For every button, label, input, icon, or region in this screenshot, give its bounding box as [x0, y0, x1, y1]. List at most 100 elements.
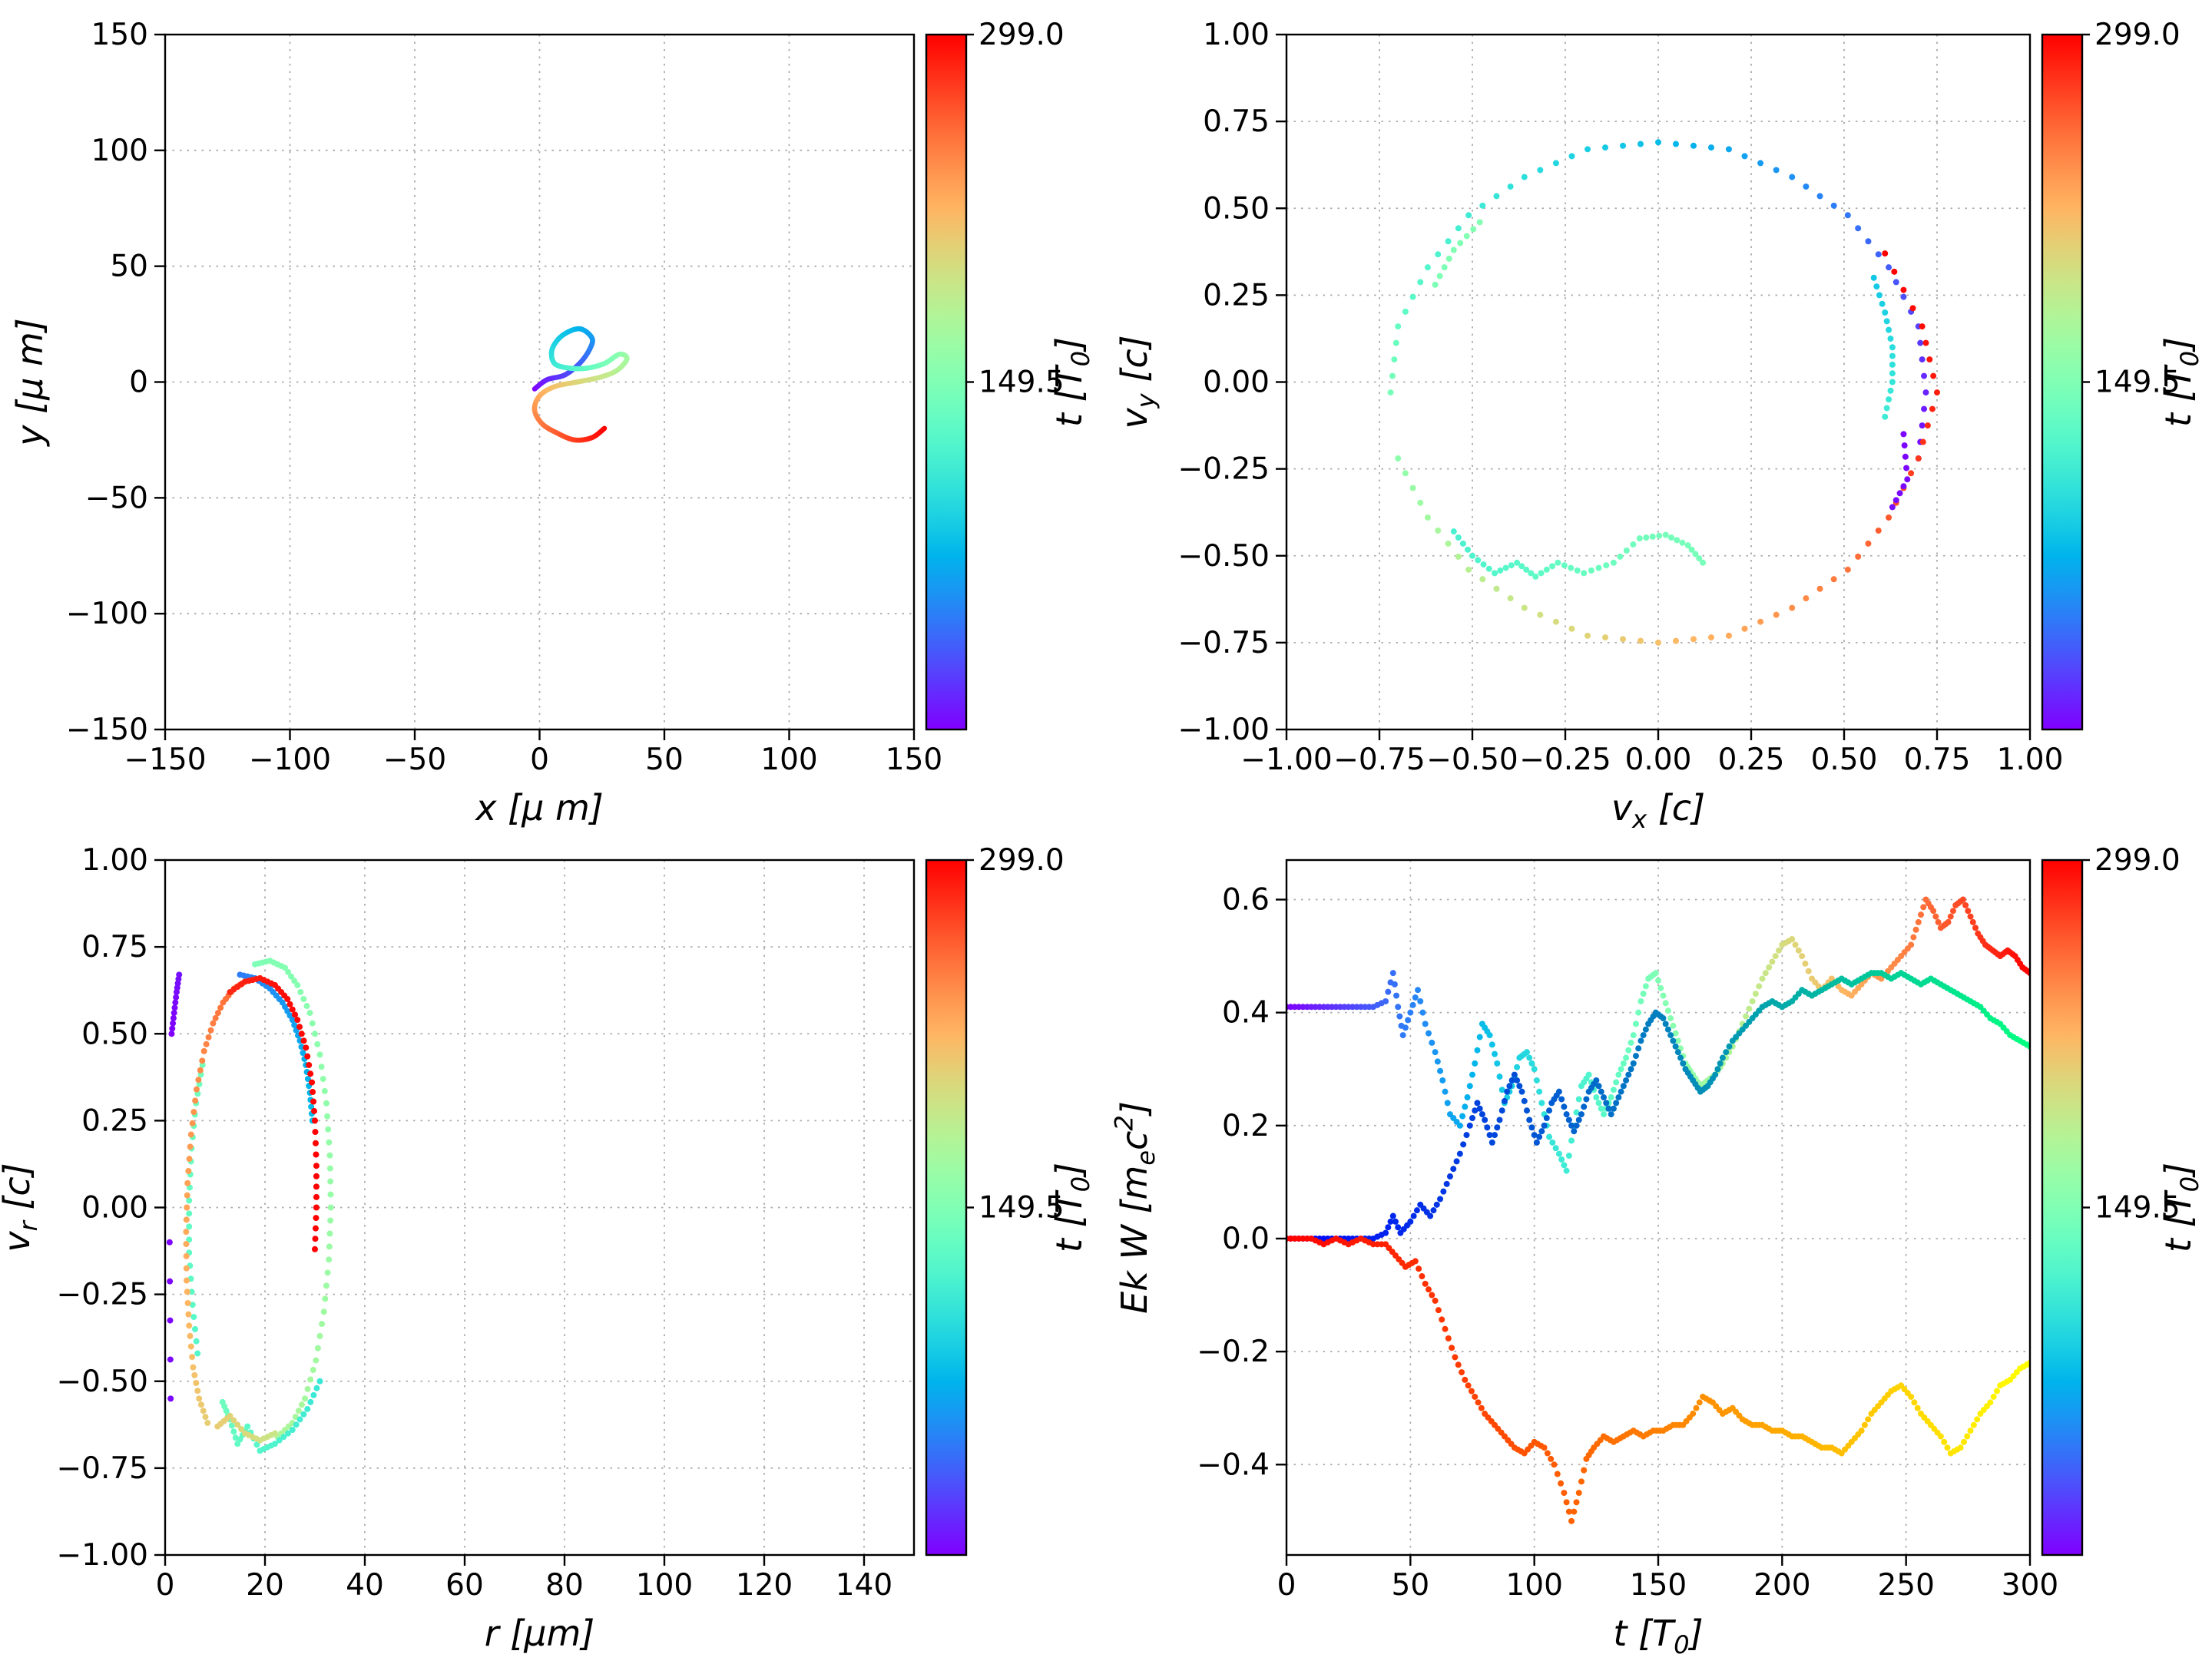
rvr-y-tick-label: 0.50 — [81, 1017, 148, 1051]
vxvy-y-tick-label: 0.00 — [1203, 366, 1270, 400]
ekw-x-tick-label: 150 — [1630, 1568, 1687, 1603]
rvr-x-tick-label: 140 — [836, 1568, 892, 1603]
rvr-x-axis-label: r [μm] — [485, 1613, 595, 1654]
vxvy-y-tick-label: 0.25 — [1203, 278, 1270, 313]
xy-x-tick-label: 100 — [760, 743, 817, 777]
ekw-x-tick-label: 100 — [1505, 1568, 1562, 1603]
vxvy-y-tick-label: 1.00 — [1203, 18, 1270, 52]
vxvy-x-axis: −1.00−0.75−0.50−0.25 0.00 0.25 0.50 0.75 1.00 — [1240, 729, 2063, 777]
ekw-x-tick-label: 50 — [1392, 1568, 1430, 1603]
xy-x-tick-label: −150 — [124, 743, 206, 777]
xy-y-tick-label: 100 — [91, 134, 148, 168]
vxvy-y-tick-label: −0.25 — [1177, 452, 1270, 487]
rvr-y-tick-label: −0.25 — [56, 1278, 148, 1312]
vxvy-x-tick-label: −0.75 — [1333, 743, 1426, 777]
ekw-colorbar-label: t [T0] — [2157, 1163, 2204, 1252]
vxvy-x-tick-label: 0.00 — [1625, 743, 1692, 777]
vxvy-x-tick-label: 0.50 — [1811, 743, 1878, 777]
vxvy-y-tick-label: 0.75 — [1203, 104, 1270, 139]
vxvy-x-tick-label: −0.25 — [1519, 743, 1611, 777]
ekw-y-axis-label: Ek W [mec2] — [1110, 1101, 1161, 1314]
rvr-x-tick-label: 80 — [545, 1568, 584, 1603]
xy-x-tick-label: −100 — [249, 743, 331, 777]
rvr-y-tick-label: −0.75 — [56, 1451, 148, 1486]
xy-y-tick-label: −100 — [66, 597, 148, 631]
vxvy-y-axis: −1.00 −0.75 −0.50 −0.25 0.00 0.25 0.50 0.75 1.00 — [1177, 18, 1286, 747]
vxvy-y-tick-label: −0.50 — [1177, 539, 1270, 574]
rvr-x-tick-label: 100 — [636, 1568, 693, 1603]
ekw-y-axis: −0.4 −0.2 0.0 0.2 0.4 0.6 — [1197, 883, 1286, 1483]
rvr-y-tick-label: 1.00 — [81, 843, 148, 878]
rvr-y-tick-label: 0.75 — [81, 930, 148, 964]
xy-x-axis-label: x [μ m] — [474, 787, 603, 829]
xy-y-axis-label: y [μ m] — [9, 318, 51, 447]
xy-y-tick-label: 50 — [110, 250, 148, 284]
xy-x-tick-label: 50 — [645, 743, 684, 777]
ekw-x-tick-label: 0 — [1277, 1568, 1296, 1603]
vxvy-y-axis-label: vy [c] — [1114, 335, 1161, 428]
ekw-y-tick-label: 0.6 — [1222, 883, 1270, 918]
xy-x-tick-label: −50 — [383, 743, 446, 777]
ekw-y-tick-label: −0.2 — [1197, 1335, 1270, 1369]
ekw-x-tick-label: 250 — [1877, 1568, 1934, 1603]
rvr-y-tick-label: −1.00 — [56, 1538, 148, 1573]
rvr-colorbar-tick-label: 299.0 — [979, 843, 1065, 878]
vxvy-x-tick-label: −0.50 — [1426, 743, 1518, 777]
rvr-x-tick-label: 120 — [736, 1568, 793, 1603]
rvr-x-axis: 0 20 40 60 80 100 120 140 — [156, 1555, 893, 1603]
vxvy-x-tick-label: −1.00 — [1240, 743, 1333, 777]
rvr-y-axis: −1.00 −0.75 −0.50 −0.25 0.00 0.25 0.50 0.75 1.00 — [56, 843, 165, 1573]
rvr-y-tick-label: 0.25 — [81, 1103, 148, 1138]
xy-x-tick-label: 150 — [886, 743, 942, 777]
rvr-y-axis-label: vr [c] — [0, 1163, 43, 1252]
subplot-rvr: 0 20 40 60 80 100 120 140 −1.00 −0.75 −0.50 −0.25 0.… — [0, 843, 1095, 1654]
ekw-colorbar-tick-label: 299.0 — [2094, 843, 2181, 878]
ekw-colorbar-gradient — [2042, 860, 2082, 1555]
vxvy-plot-area — [1286, 35, 2030, 729]
rvr-y-tick-label: 0.00 — [81, 1191, 148, 1226]
subplot-xy: −150 −100 −50 0 50 100 150 −150 −100 −50 0 50 100 150… — [9, 18, 1095, 829]
xy-y-tick-label: −150 — [66, 713, 148, 747]
xy-x-axis: −150 −100 −50 0 50 100 150 — [124, 729, 942, 777]
rvr-colorbar-label: t [T0] — [1048, 1163, 1095, 1252]
vxvy-x-tick-label: 0.25 — [1718, 743, 1785, 777]
vxvy-colorbar-gradient — [2042, 35, 2082, 729]
xy-colorbar-tick-label: 299.0 — [979, 18, 1065, 52]
ekw-y-tick-label: 0.2 — [1222, 1109, 1270, 1143]
vxvy-y-tick-label: 0.50 — [1203, 191, 1270, 226]
ekw-x-tick-label: 300 — [2002, 1568, 2058, 1603]
rvr-x-tick-label: 40 — [346, 1568, 384, 1603]
rvr-x-tick-label: 20 — [246, 1568, 284, 1603]
vxvy-x-tick-label: 0.75 — [1904, 743, 1971, 777]
xy-y-tick-label: 0 — [129, 366, 148, 400]
ekw-y-tick-label: −0.4 — [1197, 1447, 1270, 1482]
xy-colorbar-label: t [T0] — [1048, 337, 1095, 427]
xy-colorbar-gradient — [926, 35, 966, 729]
ekw-y-tick-label: 0.0 — [1222, 1222, 1270, 1256]
xy-y-tick-label: 150 — [91, 18, 148, 52]
rvr-x-tick-label: 60 — [445, 1568, 484, 1603]
rvr-y-tick-label: −0.50 — [56, 1365, 148, 1399]
rvr-colorbar-gradient — [926, 860, 966, 1555]
xy-x-tick-label: 0 — [530, 743, 549, 777]
xy-y-axis: −150 −100 −50 0 50 100 150 — [66, 18, 165, 747]
vxvy-y-tick-label: −0.75 — [1177, 626, 1270, 660]
xy-y-tick-label: −50 — [85, 481, 148, 515]
vxvy-colorbar-tick-label: 299.0 — [2094, 18, 2181, 52]
rvr-x-tick-label: 0 — [156, 1568, 175, 1603]
ekw-plot-area — [1286, 860, 2030, 1555]
vxvy-y-tick-label: −1.00 — [1177, 713, 1270, 747]
vxvy-x-tick-label: 1.00 — [1997, 743, 2064, 777]
vxvy-x-axis-label: vx [c] — [1611, 787, 1705, 834]
ekw-x-axis-label: t [T0] — [1613, 1613, 1703, 1659]
ekw-y-tick-label: 0.4 — [1222, 996, 1270, 1031]
